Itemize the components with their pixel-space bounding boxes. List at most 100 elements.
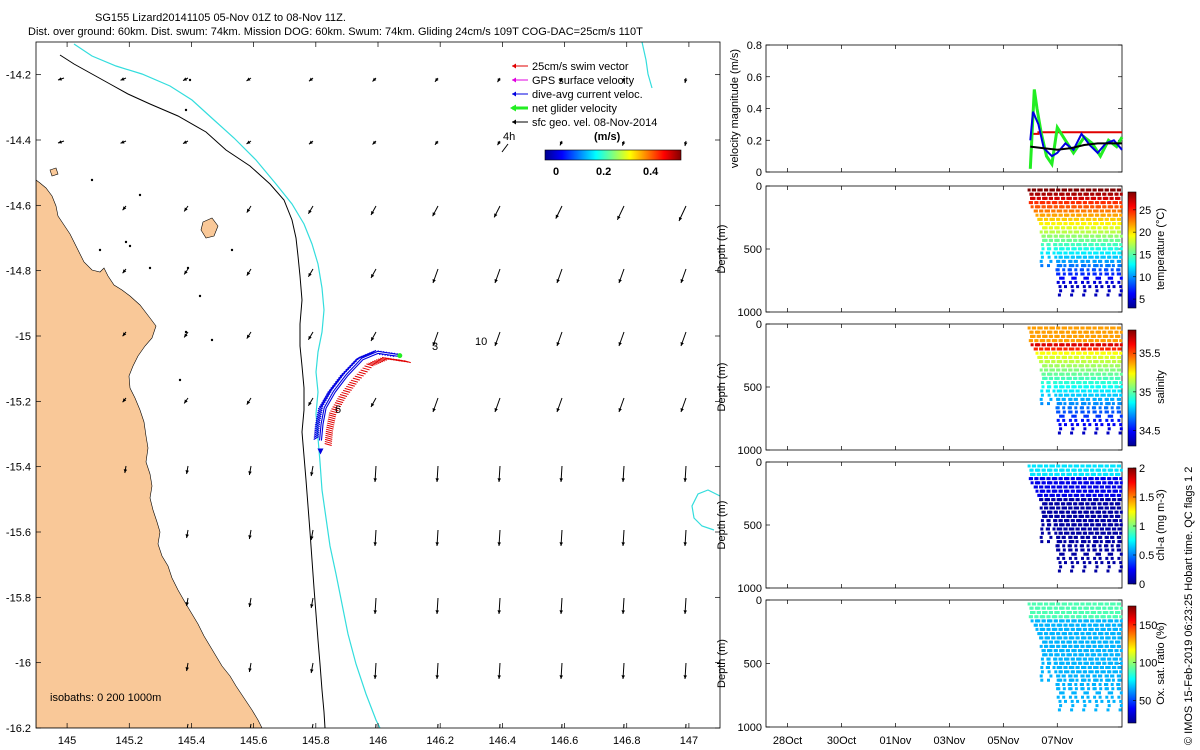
panel-ylabel: Depth (m) (716, 225, 728, 274)
map-x-ticks: 145 145.2 145.4 145.6 145.8 146 146.2 146.4 146.… (58, 42, 698, 747)
geo-vector (183, 205, 189, 212)
colorbar-tick: 1.5 (1139, 492, 1154, 504)
geo-vector (556, 268, 563, 284)
y-tick-label: 0.2 (747, 135, 762, 147)
track-label-10: 10 (475, 336, 487, 348)
reef-dots (90, 78, 234, 382)
geo-vector (373, 597, 377, 615)
geo-vector (555, 205, 563, 219)
map-y-tick-label: -15.6 (6, 527, 31, 539)
geo-vector (684, 140, 688, 147)
velocity-series (1029, 111, 1123, 158)
colorbar (1127, 191, 1137, 309)
map-colorbar-tick-2: 0.4 (643, 166, 659, 178)
y-tick-label: 0 (756, 457, 762, 469)
colorbar-label: Ox. sat. ratio (%) (1155, 622, 1167, 705)
geo-vector (122, 331, 127, 337)
geo-vector (307, 268, 314, 278)
geo-vector (559, 140, 564, 146)
geo-vector (497, 77, 501, 83)
profile-dots (1027, 464, 1123, 573)
geo-vector (372, 140, 377, 145)
geo-vector (183, 397, 189, 404)
map-x-tick-label: 146.2 (426, 735, 454, 747)
geo-vector (680, 397, 687, 413)
map-x-tick-label: 146.6 (551, 735, 579, 747)
map-x-tick-label: 145.4 (178, 735, 206, 747)
panel-ylabel: velocity magnitude (m/s) (729, 49, 741, 168)
geo-vector (556, 397, 563, 413)
geo-vector (494, 268, 501, 284)
y-tick-label: 0.6 (747, 72, 762, 84)
track-end (397, 353, 403, 359)
map-colorbar (544, 149, 682, 161)
colorbar-tick: 5 (1139, 294, 1145, 306)
y-tick-label: 500 (744, 659, 762, 671)
geo-vector (616, 205, 625, 221)
profile-dots (1027, 188, 1123, 297)
velocity-series (1030, 142, 1122, 151)
geo-vector (618, 331, 625, 347)
map-x-tick-label: 145 (58, 735, 76, 747)
island-2 (49, 167, 59, 177)
colorbar-tick: 50 (1139, 695, 1151, 707)
geo-vector (499, 723, 501, 728)
geo-vector (246, 397, 252, 405)
panel-ylabel: Depth (m) (716, 639, 728, 688)
geo-vector (307, 205, 314, 215)
map-panel: 145 145.2 145.4 145.6 145.8 146 146.2 146.4 146.… (6, 41, 721, 747)
colorbar-tick: 35.5 (1139, 348, 1160, 360)
legend-gps-label: GPS surface velocity (532, 75, 635, 87)
geo-vector (182, 140, 189, 145)
geo-vector (680, 331, 687, 347)
geo-vector (122, 397, 127, 403)
geo-vector (185, 529, 189, 539)
y-tick-label: 500 (744, 244, 762, 256)
geo-vector (621, 529, 625, 547)
geo-vector (493, 205, 501, 218)
track-start (317, 448, 324, 455)
geo-vector (249, 723, 252, 728)
map-x-tick-label: 146 (369, 735, 387, 747)
time-tick-label: 07Nov (1041, 735, 1073, 747)
velocity-series (1030, 131, 1122, 135)
y-tick-label: 0 (756, 167, 762, 179)
map-x-tick-label: 146.8 (613, 735, 641, 747)
geo-vector (185, 662, 189, 672)
y-tick-label: 1000 (738, 307, 762, 319)
geo-vector (373, 465, 377, 483)
map-title-line1: SG155 Lizard20141105 05-Nov 01Z to 08-No… (95, 12, 346, 24)
colorbar (1127, 329, 1137, 447)
geo-vector (432, 397, 439, 413)
geo-vector (683, 662, 687, 680)
track-label-3: 3 (432, 341, 438, 353)
legend-net-label: net glider velocity (532, 103, 617, 115)
geo-vector (497, 662, 501, 680)
legend-geo-label: sfc geo. vel. 08-Nov-2014 (532, 117, 657, 129)
geo-vector (183, 268, 189, 275)
geo-vector (375, 723, 377, 728)
geo-vector (618, 268, 625, 284)
geo-vector (246, 140, 252, 145)
colorbar (1127, 605, 1137, 724)
geo-vector (120, 140, 127, 144)
map-colorbar-tick-1: 0.2 (596, 166, 611, 178)
map-y-tick-label: -16.2 (6, 723, 31, 735)
geo-vector (311, 723, 314, 728)
colorbar-label: chl-a (mg m-3) (1155, 489, 1167, 561)
geo-vector (373, 662, 377, 680)
geo-vector (186, 723, 189, 728)
map-x-tick-label: 145.8 (302, 735, 330, 747)
map-x-tick-label: 145.6 (240, 735, 268, 747)
map-x-tick-label: 146.4 (489, 735, 517, 747)
geo-vector (621, 77, 626, 83)
geo-vector (307, 397, 314, 407)
geo-vector (434, 140, 439, 146)
geo-vector (248, 597, 252, 608)
geo-vector (123, 465, 128, 474)
colorbar-tick: 10 (1139, 272, 1151, 284)
colorbar-tick: 0 (1139, 579, 1145, 591)
colorbar-tick: 150 (1139, 620, 1157, 632)
